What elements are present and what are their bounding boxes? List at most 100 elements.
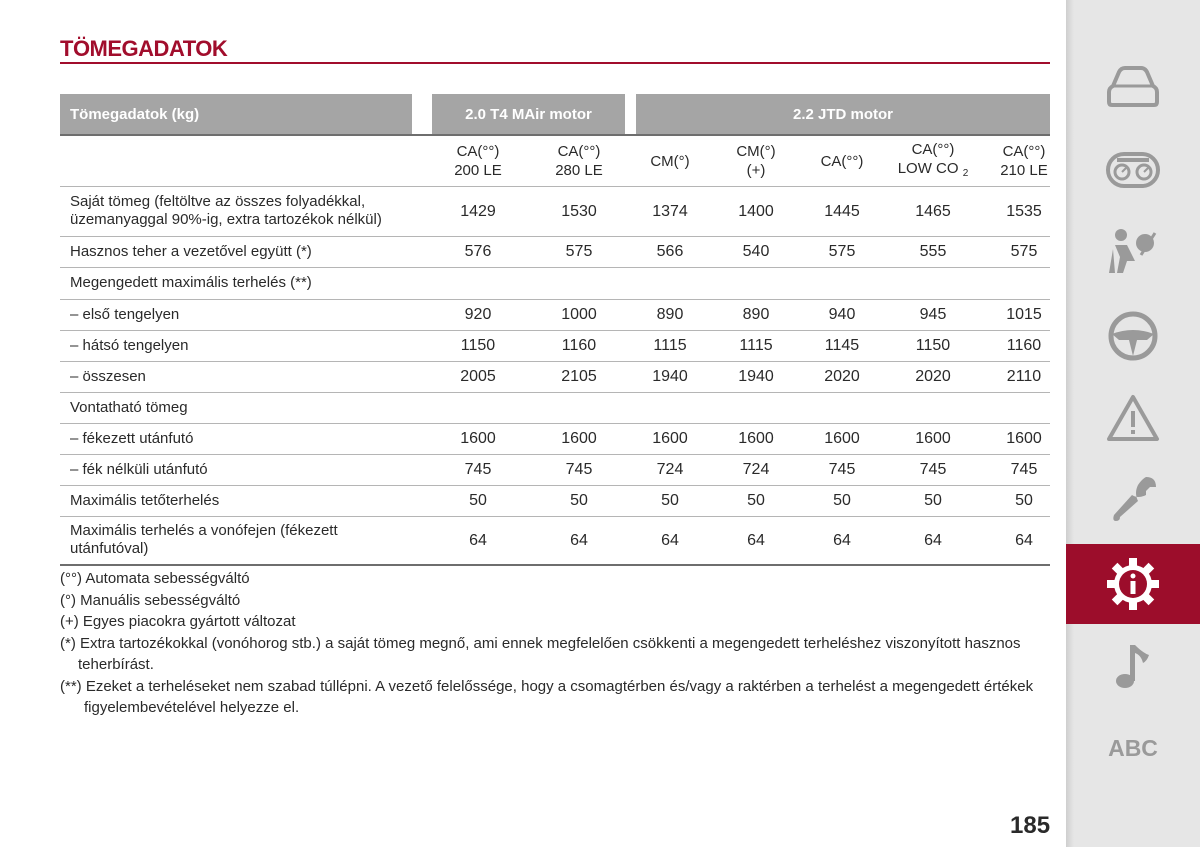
value-cell: 566 <box>656 243 684 260</box>
table-row: – hátsó tengelyen 1150 1160 1115 1115 1145 115… <box>60 330 1050 362</box>
value-cell: 890 <box>742 306 770 323</box>
value-cell: 1160 <box>561 337 597 354</box>
footnote: (°) Manuális sebességváltó <box>60 591 241 609</box>
table-row: Maximális tetőterhelés 50 50 50 50 50 50 50 <box>60 485 1050 517</box>
footnote: (+) Egyes piacokra gyártott változat <box>60 613 296 630</box>
value-cell: 1600 <box>460 430 496 447</box>
value-cell: 1530 <box>561 202 597 220</box>
value-cell: 50 <box>833 492 851 509</box>
value-cell: 64 <box>1015 531 1033 549</box>
value-cell: 745 <box>464 461 492 478</box>
row-label: Vontatható tömeg <box>70 398 188 416</box>
row-label: Maximális tetőterhelés <box>70 491 220 509</box>
steering-wheel-icon <box>1108 311 1158 361</box>
car-icon <box>1107 66 1159 107</box>
page-title: TÖMEGADATOK <box>60 36 228 61</box>
value-cell: 1535 <box>1006 202 1042 220</box>
sidebar-shadow <box>1066 0 1074 847</box>
value-cell: 50 <box>747 492 765 509</box>
chapter-tab-multimedia[interactable] <box>1066 626 1200 706</box>
row-label: Saját tömeg (feltöltve az összes folyadé… <box>70 193 382 228</box>
value-cell: 920 <box>464 306 492 323</box>
value-cell: 945 <box>919 306 947 323</box>
value-cell <box>888 392 978 423</box>
value-cell: 64 <box>570 531 588 549</box>
value-cell: 1600 <box>824 430 860 447</box>
value-cell: 1000 <box>561 306 597 323</box>
value-cell: 745 <box>565 461 593 478</box>
value-cell: 1015 <box>1006 306 1042 323</box>
row-label: – első tengelyen <box>70 305 180 323</box>
value-cell: 576 <box>464 243 492 260</box>
value-cell: 1600 <box>652 430 688 447</box>
table-row: – fékezett utánfutó 1600 1600 1600 1600 1600 1… <box>60 423 1050 455</box>
value-cell: 575 <box>565 243 593 260</box>
value-cell: 64 <box>747 531 765 549</box>
abc-index: ABC <box>1108 734 1158 761</box>
dashboard-icon <box>1106 152 1160 188</box>
value-cell: 1600 <box>738 430 774 447</box>
chapter-tab-dashboard[interactable] <box>1066 130 1200 210</box>
airbag-person-icon <box>1109 229 1157 273</box>
chapter-tab-index[interactable]: ABC <box>1066 708 1200 788</box>
value-cell <box>711 392 801 423</box>
value-cell: 890 <box>656 306 684 323</box>
subheader-cell: CM(°) (+) <box>736 143 776 179</box>
chapter-tab-warnings[interactable] <box>1066 378 1200 458</box>
warning-triangle-icon <box>1107 395 1159 441</box>
table-row: Vontatható tömeg <box>60 392 1050 424</box>
value-cell: 1150 <box>460 337 496 354</box>
table-header-label: Tömegadatok (kg) <box>60 94 412 134</box>
value-cell: 50 <box>1015 492 1033 509</box>
music-note-icon <box>1116 645 1149 688</box>
header-divider <box>60 134 1050 136</box>
value-cell: 1400 <box>738 202 774 220</box>
value-cell <box>711 267 801 299</box>
value-cell <box>433 267 523 299</box>
value-cell: 540 <box>742 243 770 260</box>
value-cell: 745 <box>919 461 947 478</box>
value-cell: 1160 <box>1006 337 1042 354</box>
value-cell: 64 <box>661 531 679 549</box>
value-cell <box>797 267 887 299</box>
value-cell: 50 <box>661 492 679 509</box>
value-cell: 1600 <box>915 430 951 447</box>
value-cell <box>534 392 624 423</box>
row-label: – összesen <box>70 367 146 385</box>
subheader-cell: CA(°°) LOW CO 2 <box>897 140 969 179</box>
value-cell <box>625 267 715 299</box>
value-cell: 2110 <box>1006 368 1042 385</box>
chapter-tab-technical-data[interactable] <box>1066 544 1200 624</box>
value-cell: 1145 <box>824 337 860 354</box>
table-row: Saját tömeg (feltöltve az összes folyadé… <box>60 186 1050 237</box>
chapter-tab-driving[interactable] <box>1066 296 1200 376</box>
value-cell: 575 <box>828 243 856 260</box>
footnote: (°°) Automata sebességváltó <box>60 570 250 587</box>
chapter-tab-maintenance[interactable] <box>1066 460 1200 540</box>
row-label: – fékezett utánfutó <box>70 429 194 447</box>
value-cell: 1429 <box>460 202 496 220</box>
value-cell: 1374 <box>652 202 688 220</box>
table-row: Megengedett maximális terhelés (**) <box>60 267 1050 300</box>
value-cell <box>433 392 523 423</box>
table-row: – fék nélküli utánfutó 745 745 724 724 745 745… <box>60 454 1050 486</box>
table-header-petrol-engine: 2.0 T4 MAir motor <box>432 94 625 134</box>
value-cell: 1150 <box>915 337 951 354</box>
value-cell: 940 <box>828 306 856 323</box>
page-number: 185 <box>1010 812 1051 839</box>
value-cell: 64 <box>469 531 487 549</box>
table-row: Maximális terhelés a vonófejen (fékezett… <box>60 516 1050 566</box>
subheader-row: CA(°°) 200 LE CA(°°) 280 LE CM(°) CM(°) (+)… <box>60 136 1050 187</box>
title-rule <box>60 62 1050 64</box>
value-cell <box>979 267 1069 299</box>
value-cell: 724 <box>742 461 770 478</box>
info-gear-icon <box>1107 558 1159 610</box>
value-cell: 50 <box>924 492 942 509</box>
table-row: – első tengelyen 920 1000 890 890 940 945 1015 <box>60 299 1050 331</box>
value-cell: 724 <box>656 461 684 478</box>
row-label: Hasznos teher a vezetővel együtt (*) <box>70 242 312 260</box>
chapter-tab-safety[interactable] <box>1066 212 1200 292</box>
value-cell: 1465 <box>915 202 951 220</box>
chapter-tab-vehicle[interactable] <box>1066 46 1200 126</box>
value-cell: 575 <box>1010 243 1038 260</box>
